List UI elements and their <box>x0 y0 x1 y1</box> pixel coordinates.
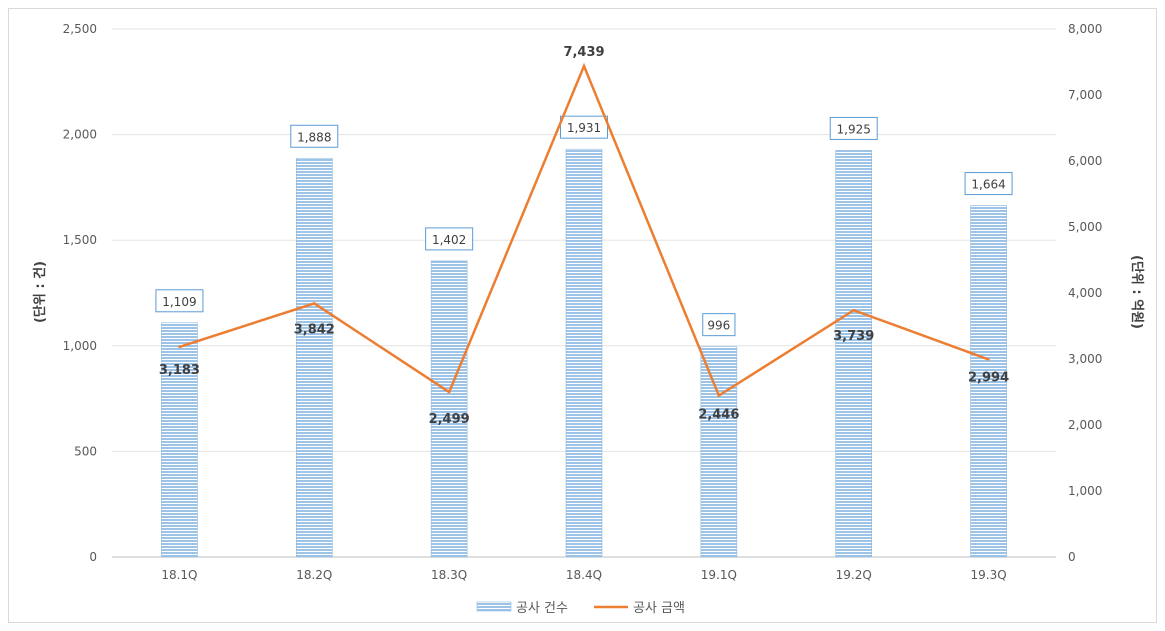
y2-tick-label: 8,000 <box>1068 22 1102 36</box>
legend-label-line: 공사 금액 <box>633 601 685 616</box>
x-tick-label: 19.2Q <box>836 568 872 582</box>
y-tick-label: 2,000 <box>63 128 97 142</box>
y2-tick-label: 2,000 <box>1068 418 1102 432</box>
bar-data-label: 996 <box>707 319 730 333</box>
bar <box>161 322 198 558</box>
bar-label-box <box>560 115 608 139</box>
x-tick-label: 18.2Q <box>296 568 332 582</box>
bar-data-label: 1,931 <box>567 121 601 135</box>
line-point <box>852 309 855 312</box>
line-data-label: 7,439 <box>563 45 604 60</box>
bar <box>835 150 873 558</box>
bar-label-box <box>155 289 204 313</box>
y2-tick-label: 3,000 <box>1068 352 1102 366</box>
x-tick-label: 18.4Q <box>566 568 602 582</box>
y2-tick-label: 5,000 <box>1068 220 1102 234</box>
bar <box>565 148 603 558</box>
line-data-label: 2,499 <box>429 412 470 427</box>
line-data-label: 2,994 <box>968 370 1009 385</box>
y2-tick-label: 6,000 <box>1068 154 1102 168</box>
y-axis-title: (단위 : 건) <box>32 261 48 323</box>
bar-label-box <box>425 227 474 251</box>
bar-data-label: 1,664 <box>971 178 1005 192</box>
bar-data-label: 1,925 <box>837 122 871 136</box>
x-tick-label: 19.3Q <box>970 568 1006 582</box>
x-tick-label: 18.3Q <box>431 568 467 582</box>
bar-label-box <box>964 172 1013 196</box>
y2-tick-label: 4,000 <box>1068 286 1102 300</box>
line-point <box>582 64 586 68</box>
bar-label-box <box>829 116 878 140</box>
bar <box>295 157 333 558</box>
legend-label-bar: 공사 건수 <box>516 601 568 616</box>
bar <box>700 346 738 558</box>
line-point <box>447 390 451 394</box>
y-tick-label: 0 <box>89 550 97 564</box>
y-tick-label: 1,000 <box>63 339 97 353</box>
bar-data-label: 1,109 <box>162 295 196 309</box>
y-tick-label: 1,500 <box>63 233 97 247</box>
line-data-label: 3,842 <box>294 322 335 337</box>
x-tick-label: 18.1Q <box>161 568 197 582</box>
y2-tick-label: 7,000 <box>1068 88 1102 102</box>
line-point <box>178 345 181 349</box>
line-point <box>987 358 990 361</box>
line-point <box>717 394 721 397</box>
bar-label-box <box>290 124 339 148</box>
bar-data-label: 1,888 <box>297 130 331 144</box>
line-data-label: 3,739 <box>833 329 874 344</box>
y2-axis-title: (단위 : 억원) <box>1129 255 1145 329</box>
y2-tick-label: 0 <box>1068 550 1076 564</box>
bar <box>430 260 468 558</box>
x-tick-label: 19.1Q <box>701 568 737 582</box>
y-tick-label: 2,500 <box>63 22 97 36</box>
bar-label-box <box>702 313 736 337</box>
line-data-label: 3,183 <box>159 363 200 378</box>
bar <box>970 205 1007 558</box>
line-data-label: 2,446 <box>698 408 739 423</box>
legend-swatch-bar <box>476 601 512 612</box>
bar-data-label: 1,402 <box>432 233 466 247</box>
y2-tick-label: 1,000 <box>1068 484 1102 498</box>
y-tick-label: 500 <box>74 444 97 458</box>
line-point <box>313 302 316 305</box>
